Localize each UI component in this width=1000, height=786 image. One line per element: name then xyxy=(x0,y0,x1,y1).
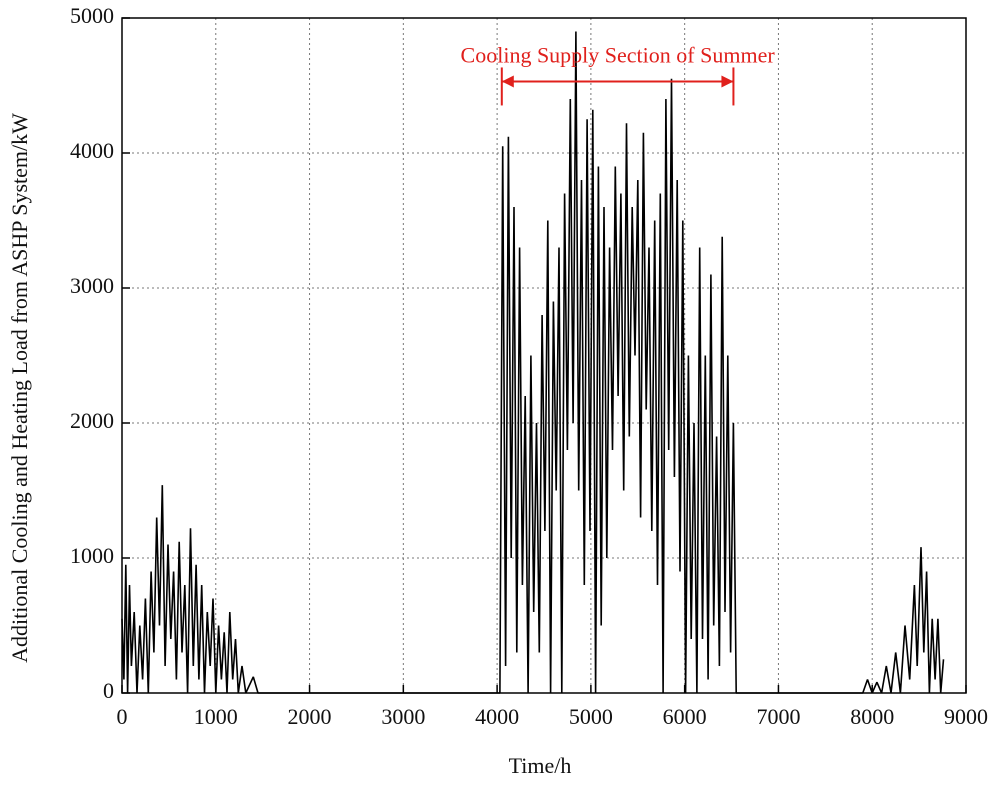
x-tick-label: 5000 xyxy=(569,704,613,729)
x-tick-label: 3000 xyxy=(381,704,425,729)
x-tick-label: 9000 xyxy=(944,704,988,729)
x-tick-label: 7000 xyxy=(756,704,800,729)
plot-frame xyxy=(121,17,967,694)
y-tick-label: 2000 xyxy=(70,408,114,433)
x-tick-label: 1000 xyxy=(194,704,238,729)
y-tick-label: 3000 xyxy=(70,273,114,298)
y-tick-label: 5000 xyxy=(70,3,114,28)
y-tick-label: 0 xyxy=(103,678,114,703)
x-tick-label: 2000 xyxy=(288,704,332,729)
data-line xyxy=(121,31,945,694)
y-tick-label: 1000 xyxy=(70,543,114,568)
x-tick-label: 6000 xyxy=(663,704,707,729)
annotation-text: Cooling Supply Section of Summer xyxy=(461,42,776,67)
arrowhead xyxy=(721,75,734,88)
y-tick-label: 4000 xyxy=(70,138,114,163)
x-tick-label: 8000 xyxy=(850,704,894,729)
x-axis-label: Time/h xyxy=(509,753,572,778)
x-tick-label: 0 xyxy=(117,704,128,729)
arrowhead xyxy=(501,75,514,88)
y-axis-label: Additional Cooling and Heating Load from… xyxy=(7,113,32,663)
x-tick-label: 4000 xyxy=(475,704,519,729)
